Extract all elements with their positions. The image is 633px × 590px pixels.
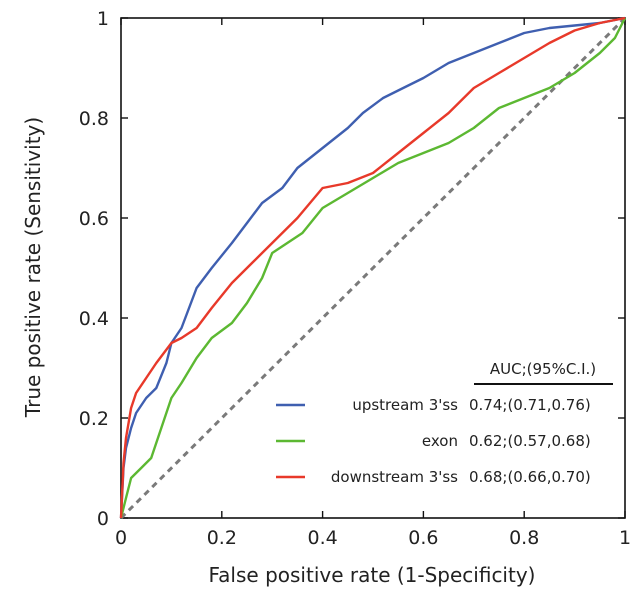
x-axis-title: False positive rate (1-Specificity) (209, 563, 536, 587)
series-line-0 (119, 16, 626, 519)
series-line-2 (119, 16, 626, 519)
y-tick-label: 0 (97, 508, 109, 530)
legend-label-0: upstream 3'ss (352, 396, 458, 414)
legend-auc-1: 0.62;(0.57,0.68) (469, 432, 591, 450)
legend-label-2: downstream 3'ss (331, 468, 458, 486)
series-lines (119, 16, 627, 519)
legend-auc-2: 0.68;(0.66,0.70) (469, 468, 591, 486)
chance-diagonal (119, 16, 627, 520)
y-tick-label: 0.2 (79, 408, 109, 430)
legend-auc-0: 0.74;(0.71,0.76) (469, 396, 591, 414)
y-tick-label: 0.8 (79, 108, 109, 130)
x-tick-label: 1 (619, 527, 631, 549)
legend-label-1: exon (422, 432, 458, 450)
axes: 0 0.2 0.4 0.6 0.8 1 0 0.2 0.4 0.6 0.8 1 (79, 8, 631, 549)
x-tick-label: 0.2 (207, 527, 237, 549)
y-tick-label: 0.6 (79, 208, 109, 230)
chance-line (119, 16, 627, 520)
x-tick-label: 0 (115, 527, 127, 549)
y-axis-title: True positive rate (Sensitivity) (21, 117, 45, 418)
x-tick-label: 0.6 (408, 527, 438, 549)
y-tick-label: 1 (97, 8, 109, 30)
plot-frame (120, 17, 626, 519)
x-tick-label: 0.8 (509, 527, 539, 549)
x-tick-label: 0.4 (307, 527, 337, 549)
y-tick-label: 0.4 (79, 308, 109, 330)
legend-header: AUC;(95%C.I.) (490, 360, 596, 378)
legend: AUC;(95%C.I.) upstream 3'ss 0.74;(0.71,0.7… (276, 360, 613, 486)
series-line-1 (119, 17, 627, 519)
